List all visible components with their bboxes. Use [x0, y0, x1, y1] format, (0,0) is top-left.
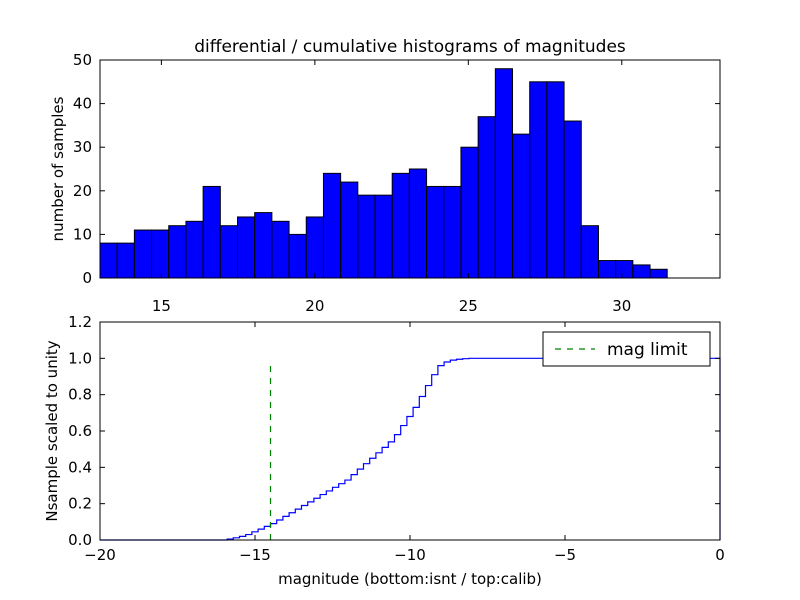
- histogram-bar: [391, 172, 410, 279]
- histogram-bar: [615, 260, 634, 279]
- top-plot-frame: [99, 59, 721, 279]
- histogram-bar: [219, 225, 239, 279]
- y-tick-label: 0: [82, 269, 92, 287]
- x-tick-label: −5: [554, 546, 576, 564]
- histogram-bar: [151, 229, 170, 279]
- histogram-panel: differential / cumulative histograms of …: [49, 37, 721, 315]
- histogram-bar: [546, 81, 565, 279]
- top-y-axis-label: number of samples: [49, 96, 67, 241]
- y-tick-label: 50: [73, 51, 92, 69]
- histogram-bar: [597, 260, 617, 279]
- y-tick-label: 20: [73, 182, 92, 200]
- x-tick-label: 0: [715, 546, 725, 564]
- cumulative-step-line: [100, 357, 721, 541]
- bottom-y-axis-label: Nsample scaled to unity: [43, 340, 61, 521]
- y-tick-label: 1.2: [68, 313, 92, 331]
- x-tick-label: 25: [459, 297, 478, 315]
- histogram-bar: [374, 194, 393, 279]
- chart-title: differential / cumulative histograms of …: [194, 37, 626, 57]
- histogram-bar: [512, 133, 531, 279]
- y-tick-label: 0.8: [68, 386, 92, 404]
- histogram-bar: [185, 220, 204, 279]
- cumulative-lines: [100, 357, 721, 541]
- x-tick-label: 20: [305, 297, 324, 315]
- y-tick-label: 0.2: [68, 495, 92, 513]
- x-tick-label: −15: [239, 546, 271, 564]
- y-tick-label: 10: [73, 225, 92, 243]
- histogram-bar: [202, 185, 221, 279]
- histogram-bar: [340, 181, 359, 279]
- histogram-bar: [99, 242, 118, 279]
- bottom-plot-frame: [99, 321, 721, 541]
- histogram-bar: [494, 68, 514, 279]
- histogram-bar: [529, 81, 548, 279]
- x-tick-label: −10: [394, 546, 426, 564]
- cumulative-panel: Nsample scaled to unity magnitude (botto…: [43, 313, 725, 588]
- histogram-bar: [288, 233, 307, 279]
- bottom-x-axis-label: magnitude (bottom:isnt / top:calib): [278, 570, 542, 588]
- histogram-bar: [649, 268, 668, 279]
- histogram-bar: [271, 220, 290, 279]
- x-tick-label: 30: [612, 297, 631, 315]
- histogram-bar: [133, 229, 153, 279]
- y-tick-label: 0.6: [68, 422, 92, 440]
- histogram-bar: [357, 194, 376, 279]
- histogram-bar: [116, 242, 135, 279]
- histogram-bar: [168, 225, 187, 279]
- histogram-bar: [443, 185, 462, 279]
- histogram-bar: [563, 120, 582, 279]
- histogram-bar: [460, 146, 479, 279]
- y-tick-label: 40: [73, 95, 92, 113]
- y-tick-label: 0.0: [68, 531, 92, 549]
- histogram-bars: [99, 68, 668, 279]
- legend-label-mag-limit: mag limit: [607, 340, 688, 360]
- histogram-bar: [305, 216, 324, 279]
- histogram-bar: [477, 116, 496, 279]
- histogram-bar: [254, 212, 273, 279]
- histogram-bar: [632, 264, 651, 279]
- y-tick-label: 30: [73, 138, 92, 156]
- legend: mag limit: [542, 331, 711, 367]
- histogram-bar: [580, 225, 599, 279]
- y-tick-label: 0.4: [68, 458, 92, 476]
- y-tick-label: 1.0: [68, 349, 92, 367]
- x-tick-label: −20: [84, 546, 116, 564]
- histogram-bar: [426, 185, 445, 279]
- histogram-bar: [408, 168, 428, 279]
- histogram-bar: [322, 172, 342, 279]
- x-tick-label: 15: [152, 297, 171, 315]
- bottom-axis-ticks: 0.0 0.2 0.4 0.6 0.8 1.0 1.2 −20 −15 −10 −5 0: [68, 313, 725, 564]
- histogram-bar: [237, 216, 256, 279]
